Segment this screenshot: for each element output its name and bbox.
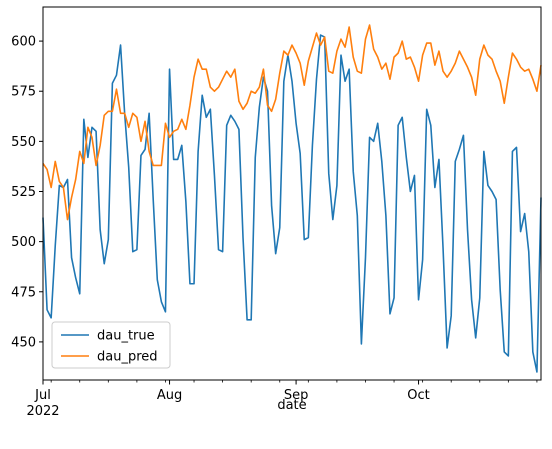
plot-area <box>43 7 541 380</box>
x-tick-label: Aug <box>157 388 182 403</box>
y-tick-label: 450 <box>11 335 36 350</box>
x-tick-label: Jul <box>34 388 51 403</box>
y-tick-label: 475 <box>11 285 36 300</box>
plot-frame <box>42 6 542 381</box>
legend: dau_true dau_pred <box>51 321 171 369</box>
y-tick-label: 550 <box>11 135 36 150</box>
y-tick-label: 575 <box>11 85 36 100</box>
y-tick-label: 525 <box>11 185 36 200</box>
y-tick-label: 600 <box>11 35 36 50</box>
series-layer <box>42 24 542 373</box>
x-axis-label: date <box>277 398 306 413</box>
series-line-dau-true <box>42 34 542 373</box>
x-tick-label: Oct <box>407 388 429 403</box>
series-line-dau-pred <box>42 24 542 221</box>
legend-label-dau-true: dau_true <box>97 329 155 344</box>
y-axis: 450 475 500 525 550 575 600 <box>11 35 43 350</box>
x-tick-year-label: 2022 <box>26 404 59 419</box>
x-tick-label: Sep <box>284 388 309 403</box>
y-tick-label: 500 <box>11 235 36 250</box>
legend-label-dau-pred: dau_pred <box>97 350 158 365</box>
